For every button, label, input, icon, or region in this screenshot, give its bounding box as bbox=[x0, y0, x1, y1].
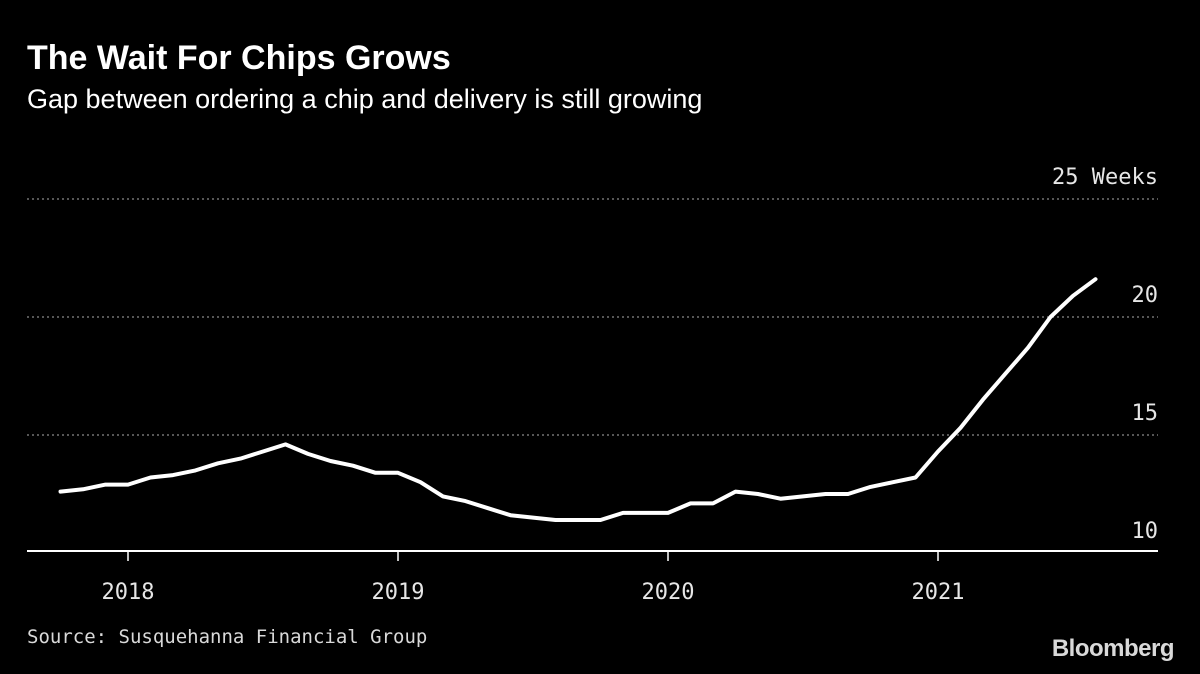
gridlines bbox=[27, 198, 1158, 436]
x-axis-ticks: 2018 2019 2020 2021 bbox=[102, 551, 965, 605]
chart-subtitle: Gap between ordering a chip and delivery… bbox=[27, 84, 703, 114]
y-tick-label-25: 25 Weeks bbox=[1052, 165, 1158, 190]
y-tick-label-15: 15 bbox=[1132, 401, 1159, 426]
y-tick-label-20: 20 bbox=[1132, 283, 1159, 308]
chart-title: The Wait For Chips Grows bbox=[27, 39, 451, 77]
x-tick-label-2020: 2020 bbox=[642, 580, 695, 605]
series-layer bbox=[58, 277, 1098, 522]
x-tick-label-2021: 2021 bbox=[912, 580, 965, 605]
series-line-0 bbox=[58, 277, 1098, 522]
x-tick-label-2018: 2018 bbox=[102, 580, 155, 605]
x-tick-label-2019: 2019 bbox=[372, 580, 425, 605]
source-note: Source: Susquehanna Financial Group bbox=[27, 626, 428, 648]
bloomberg-logo: Bloomberg bbox=[1051, 635, 1175, 662]
y-axis-labels: 10 15 20 25 Weeks bbox=[1052, 165, 1158, 544]
y-tick-label-10: 10 bbox=[1132, 519, 1159, 544]
